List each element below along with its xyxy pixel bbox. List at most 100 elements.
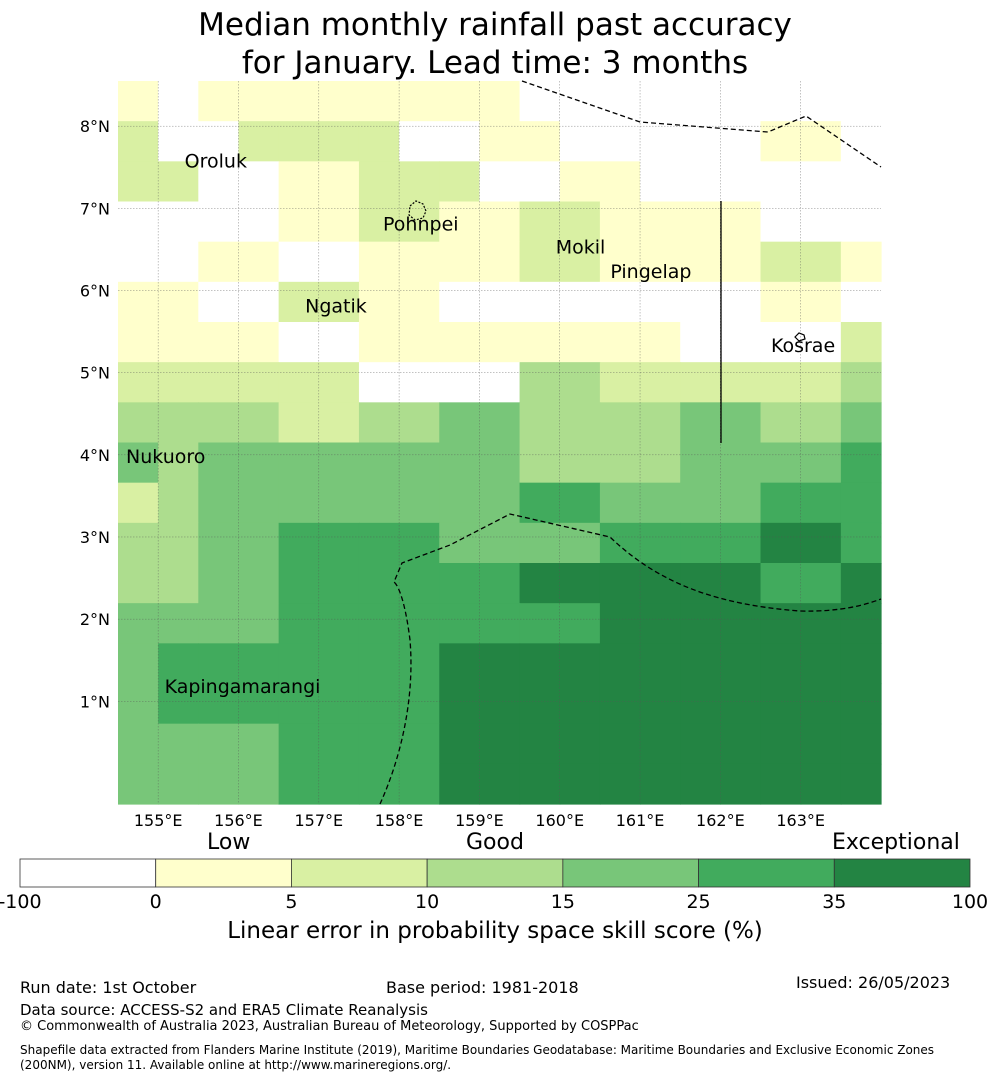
y-tick-label: 3°N (80, 528, 110, 547)
x-tick-label: 161°E (616, 811, 665, 830)
grid-cell (519, 201, 561, 243)
grid-cell (399, 603, 440, 644)
grid-cell (720, 763, 762, 805)
grid-cell (680, 362, 721, 403)
data-source: Data source: ACCESS-S2 and ERA5 Climate … (20, 1001, 428, 1019)
grid-cell (318, 563, 360, 604)
grid-cell (559, 281, 601, 323)
kosrae-island-outline (794, 332, 806, 342)
grid-cell (278, 322, 320, 363)
grid-cell (158, 683, 199, 725)
colorbar-segment (426, 858, 564, 888)
grid-cell (559, 322, 601, 363)
grid-cell (399, 522, 440, 564)
grid-cell (760, 482, 802, 524)
grid-cell (479, 241, 521, 283)
place-label-kosrae: Kosrae (771, 335, 835, 357)
grid-cell (840, 442, 882, 484)
grid-cell (599, 402, 641, 444)
grid-cell (519, 482, 561, 524)
y-tick-label: 1°N (80, 692, 110, 711)
grid-cell (840, 763, 882, 805)
grid-cell (640, 281, 681, 323)
grid-cell (599, 241, 641, 283)
grid-cell (840, 201, 882, 243)
grid-cell (399, 362, 440, 403)
grid-cell (720, 603, 762, 644)
grid-cell (318, 643, 360, 685)
grid-cell (278, 362, 320, 403)
copyright: © Commonwealth of Australia 2023, Austra… (20, 1019, 639, 1034)
grid-cell (238, 603, 280, 644)
grid-cell (479, 322, 521, 363)
shapefile-credit: Shapefile data extracted from Flanders M… (20, 1043, 980, 1073)
grid-cell (760, 643, 802, 685)
grid-cell (278, 563, 320, 604)
grid-cell (760, 81, 802, 122)
grid-cell (318, 723, 360, 765)
grid-cell (439, 161, 481, 203)
grid-cell (318, 241, 360, 283)
grid-cell (238, 763, 280, 805)
x-tick-label: 160°E (535, 811, 584, 830)
colorbar-segment (155, 858, 292, 888)
grid-cell (399, 241, 440, 283)
grid-cell (800, 763, 842, 805)
place-label-mokil: Mokil (556, 237, 606, 259)
grid-cell (479, 603, 521, 644)
grid-cell (800, 402, 842, 444)
grid-cell (840, 723, 882, 765)
grid-cell (599, 482, 641, 524)
y-tick-label: 5°N (80, 364, 110, 383)
grid-cell (238, 161, 280, 203)
grid-cell (800, 281, 842, 323)
grid-cell (840, 402, 882, 444)
grid-cell (158, 161, 199, 203)
grid-cell (198, 723, 240, 765)
grid-cell (118, 683, 159, 725)
grid-cell (479, 522, 521, 564)
grid-cell (479, 81, 521, 122)
grid-cell (158, 201, 199, 243)
grid-cell (599, 161, 641, 203)
grid-cell (519, 763, 561, 805)
grid-cell (840, 322, 882, 363)
grid-cell (439, 281, 481, 323)
grid-cell (760, 241, 802, 283)
colorbar-tick-label: 15 (551, 891, 575, 913)
grid-cell (760, 763, 802, 805)
grid-cell (720, 442, 762, 484)
grid-cell (680, 603, 721, 644)
grid-cell (680, 121, 721, 162)
grid-cell (399, 161, 440, 203)
grid-cell (800, 522, 842, 564)
grid-cell (318, 442, 360, 484)
grid-cell (599, 281, 641, 323)
grid-cell (158, 522, 199, 564)
grid-cell (278, 442, 320, 484)
grid-cell (559, 563, 601, 604)
grid-cell (479, 683, 521, 725)
grid-cell (278, 522, 320, 564)
grid-cell (198, 402, 240, 444)
grid-cell (599, 643, 641, 685)
grid-cell (519, 643, 561, 685)
place-label-pohnpei: Pohnpei (383, 214, 459, 236)
grid-cell (680, 161, 721, 203)
x-tick-label: 157°E (294, 811, 343, 830)
grid-cell (198, 763, 240, 805)
grid-cell (760, 322, 802, 363)
grid-cell (720, 362, 762, 403)
grid-cell (559, 683, 601, 725)
grid-cell (599, 522, 641, 564)
grid-cell (358, 643, 400, 685)
grid-cell (399, 81, 440, 122)
grid-cell (439, 482, 481, 524)
grid-cell (760, 683, 802, 725)
grid-cell (800, 121, 842, 162)
grid-cell (640, 723, 681, 765)
grid-cell (238, 683, 280, 725)
grid-cell (840, 81, 882, 122)
grid-cell (399, 281, 440, 323)
grid-cell (599, 442, 641, 484)
